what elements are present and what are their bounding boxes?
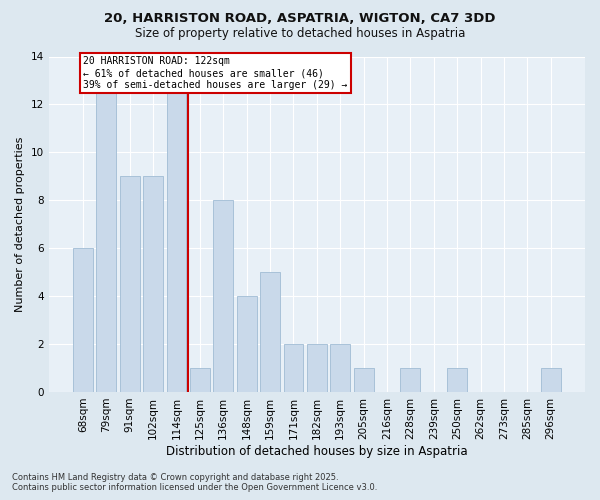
Bar: [143, 176, 163, 392]
Bar: [307, 344, 327, 392]
X-axis label: Distribution of detached houses by size in Aspatria: Distribution of detached houses by size …: [166, 444, 467, 458]
Bar: [214, 200, 233, 392]
Bar: [97, 80, 116, 392]
Bar: [237, 296, 257, 392]
Text: 20 HARRISTON ROAD: 122sqm
← 61% of detached houses are smaller (46)
39% of semi-: 20 HARRISTON ROAD: 122sqm ← 61% of detac…: [83, 56, 347, 90]
Bar: [541, 368, 560, 392]
Bar: [260, 272, 280, 392]
Text: 20, HARRISTON ROAD, ASPATRIA, WIGTON, CA7 3DD: 20, HARRISTON ROAD, ASPATRIA, WIGTON, CA…: [104, 12, 496, 26]
Bar: [330, 344, 350, 392]
Bar: [284, 344, 304, 392]
Bar: [73, 248, 93, 392]
Bar: [167, 80, 187, 392]
Y-axis label: Number of detached properties: Number of detached properties: [15, 136, 25, 312]
Bar: [447, 368, 467, 392]
Text: Size of property relative to detached houses in Aspatria: Size of property relative to detached ho…: [135, 28, 465, 40]
Bar: [120, 176, 140, 392]
Text: Contains HM Land Registry data © Crown copyright and database right 2025.
Contai: Contains HM Land Registry data © Crown c…: [12, 473, 377, 492]
Bar: [353, 368, 374, 392]
Bar: [400, 368, 421, 392]
Bar: [190, 368, 210, 392]
